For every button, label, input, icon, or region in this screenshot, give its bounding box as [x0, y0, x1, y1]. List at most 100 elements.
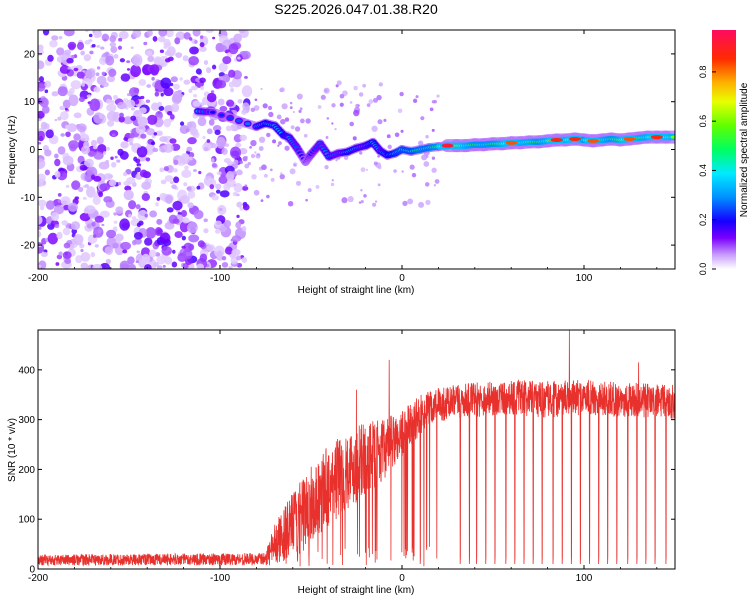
noise-speckle [170, 76, 178, 83]
noise-speckle [219, 224, 227, 233]
noise-speckle [101, 223, 105, 227]
noise-speckle [116, 159, 121, 163]
noise-speckle [63, 242, 71, 249]
noise-speckle [114, 155, 118, 159]
noise-speckle [179, 77, 183, 81]
noise-speckle [151, 102, 160, 111]
noise-speckle [293, 164, 296, 167]
noise-speckle [152, 36, 158, 42]
noise-speckle [236, 214, 240, 219]
noise-speckle [196, 185, 201, 190]
noise-speckle [145, 157, 151, 162]
noise-speckle [123, 137, 129, 142]
noise-speckle [203, 228, 209, 234]
y-tick-label: 100 [18, 515, 35, 526]
noise-speckle [115, 206, 124, 214]
noise-speckle [159, 167, 165, 173]
noise-speckle [146, 128, 155, 136]
noise-speckle [325, 136, 329, 139]
noise-speckle [198, 46, 207, 52]
noise-speckle [96, 44, 101, 48]
noise-speckle [173, 176, 180, 184]
noise-speckle [188, 234, 200, 243]
noise-speckle [376, 94, 382, 101]
noise-speckle [241, 225, 247, 232]
noise-speckle [144, 213, 148, 218]
noise-speckle [173, 159, 179, 166]
noise-speckle [431, 167, 437, 173]
snr-series-line [38, 330, 675, 567]
noise-speckle [233, 182, 243, 193]
noise-speckle [267, 105, 273, 110]
noise-speckle [155, 130, 163, 137]
noise-speckle [41, 105, 50, 114]
noise-speckle [147, 30, 153, 37]
noise-speckle [171, 184, 177, 190]
noise-speckle [221, 147, 228, 155]
noise-speckle [56, 47, 65, 56]
noise-speckle [91, 221, 96, 227]
noise-speckle [216, 171, 222, 176]
noise-speckle [418, 201, 425, 208]
noise-speckle [183, 32, 191, 40]
y-tick-label: 20 [24, 49, 36, 60]
noise-speckle [112, 242, 119, 249]
noise-speckle [199, 42, 205, 48]
top-y-axis: -20 -10 0 10 20 [21, 49, 675, 252]
noise-speckle [54, 158, 61, 167]
noise-speckle [169, 114, 175, 120]
noise-speckle [228, 265, 233, 269]
noise-speckle [360, 189, 363, 192]
noise-speckle [106, 103, 117, 112]
noise-speckle [62, 227, 71, 236]
noise-speckle [65, 131, 71, 138]
noise-speckle [98, 56, 108, 65]
bottom-y-axis: 0 100 200 300 400 [18, 365, 675, 576]
noise-speckle [214, 129, 221, 135]
noise-speckle [229, 87, 235, 93]
noise-speckle [357, 104, 360, 107]
noise-speckle [377, 183, 381, 187]
noise-speckle [420, 116, 425, 121]
noise-speckle [172, 90, 183, 103]
noise-speckle [120, 141, 129, 149]
noise-speckle [418, 140, 424, 146]
snr-border [37, 329, 676, 570]
noise-speckle [38, 226, 42, 230]
noise-speckle [305, 118, 311, 124]
noise-speckle [93, 175, 102, 182]
noise-speckle [174, 37, 181, 45]
y-tick-label: 400 [18, 365, 35, 376]
x-tick-label: 100 [576, 273, 593, 284]
noise-speckle [199, 77, 206, 84]
noise-speckle [218, 175, 228, 184]
noise-speckle [215, 189, 221, 194]
noise-speckle [162, 264, 166, 268]
noise-speckle [38, 199, 47, 207]
noise-speckle [117, 45, 123, 50]
noise-speckle [212, 36, 216, 40]
noise-speckle [156, 265, 163, 269]
noise-speckle [199, 35, 204, 39]
noise-speckle [47, 232, 59, 245]
noise-speckle [249, 146, 252, 149]
noise-speckle [120, 241, 132, 251]
noise-speckle [123, 171, 128, 177]
noise-speckle [307, 188, 312, 193]
noise-speckle [157, 35, 166, 43]
noise-speckle [431, 156, 436, 160]
noise-speckle [59, 65, 71, 74]
noise-speckle [38, 158, 46, 170]
noise-speckle [122, 249, 128, 254]
noise-speckle [407, 198, 414, 205]
noise-speckle [239, 134, 247, 141]
noise-speckle [423, 161, 430, 167]
noise-speckle [119, 151, 129, 160]
noise-speckle [164, 50, 171, 56]
noise-speckle [434, 179, 440, 184]
noise-speckle [189, 128, 199, 136]
noise-speckle [139, 95, 145, 100]
colorbar-tick-label: 0.6 [698, 115, 708, 128]
noise-speckle [401, 170, 404, 173]
noise-speckle [57, 146, 66, 155]
